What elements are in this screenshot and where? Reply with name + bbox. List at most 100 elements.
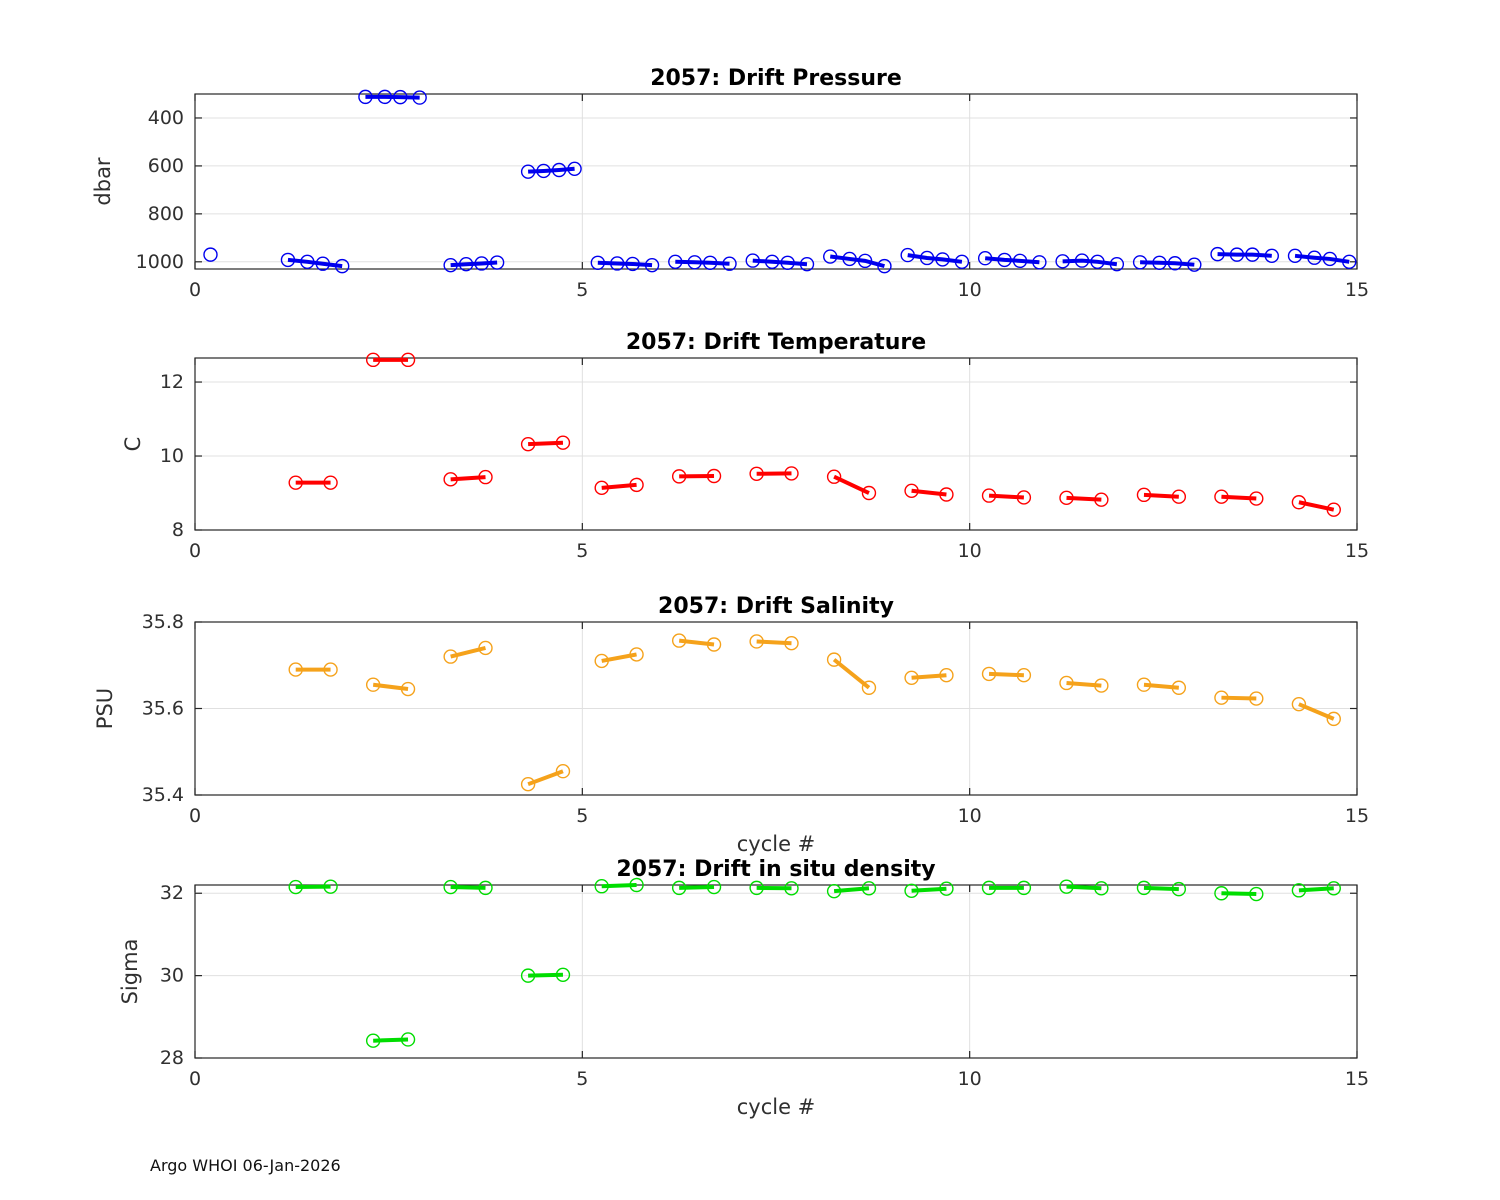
data-marker (900, 247, 915, 263)
data-marker (520, 776, 536, 792)
data-marker (567, 161, 582, 176)
data-marker (671, 469, 687, 484)
data-marker (1326, 881, 1341, 896)
data-marker (823, 249, 838, 264)
data-marker (288, 879, 303, 895)
data-marker (1307, 250, 1322, 265)
data-segment (675, 259, 730, 266)
data-marker (400, 681, 416, 697)
data-marker (981, 666, 997, 682)
data-segment (1221, 891, 1257, 897)
data-marker (706, 468, 722, 484)
data-segment (450, 260, 498, 268)
2057-drift-pressure-series (203, 89, 1357, 274)
y-tick-label: 800 (148, 203, 184, 225)
data-marker (400, 1032, 416, 1047)
data-marker (520, 436, 536, 452)
data-segment (1062, 258, 1118, 267)
axes-box (194, 884, 1358, 1059)
x-tick-label: 10 (958, 279, 982, 301)
data-marker (365, 352, 381, 368)
data-marker (629, 647, 644, 662)
data-marker (877, 258, 892, 274)
chart-title: 2057: Drift Salinity (658, 594, 894, 619)
data-marker (1032, 255, 1047, 270)
y-tick-label: 35.6 (142, 698, 184, 720)
data-marker (300, 254, 315, 270)
data-marker (1090, 254, 1105, 270)
data-marker (1171, 680, 1187, 695)
data-marker (1326, 502, 1341, 517)
data-marker (594, 879, 609, 894)
x-tick-label: 15 (1345, 805, 1369, 827)
data-marker (1136, 880, 1152, 896)
y-tick-label: 10 (160, 445, 184, 467)
data-segment (1298, 886, 1334, 893)
data-marker (977, 251, 993, 266)
data-segment (450, 475, 486, 482)
data-marker (1094, 492, 1109, 507)
data-marker (594, 480, 609, 496)
y-tick-label: 30 (160, 965, 184, 987)
2057-drift-salinity-series (288, 633, 1341, 792)
data-marker (1210, 246, 1225, 262)
chart-2057-drift-temperature: 8 10 12 0 5 10 15 2057: Drift Temperature C (121, 330, 1369, 562)
data-marker (629, 477, 644, 493)
data-marker (555, 764, 571, 779)
data-marker (1245, 247, 1260, 262)
x-tick-label: 5 (576, 279, 588, 301)
data-segment (911, 673, 947, 680)
x-axis-label: cycle # (737, 832, 816, 856)
data-marker (1094, 678, 1109, 693)
data-marker (412, 90, 427, 105)
data-marker (288, 662, 303, 677)
data-marker (1214, 886, 1229, 901)
data-marker (1287, 248, 1303, 264)
data-marker (334, 258, 350, 274)
data-marker (706, 637, 722, 652)
data-segment (450, 885, 486, 890)
data-marker (687, 255, 702, 270)
data-segment (1066, 680, 1102, 688)
x-tick-label: 0 (189, 279, 201, 301)
y-tick-label: 12 (160, 371, 184, 393)
data-marker (1291, 495, 1307, 510)
data-segment (1221, 494, 1257, 501)
data-marker (1326, 711, 1341, 727)
data-marker (702, 255, 718, 270)
data-marker (1229, 247, 1245, 262)
2057-drift-temperature-series (288, 352, 1341, 517)
y-tick-label: 35.4 (142, 784, 184, 806)
data-segment (984, 256, 1040, 265)
data-marker (904, 883, 919, 898)
data-segment (907, 253, 963, 264)
data-segment (1140, 260, 1195, 267)
chart-2057-drift-in-situ-density: 28 30 32 0 5 10 15 2057: Drift in situ density S… (118, 857, 1369, 1119)
y-tick-label: 1000 (136, 251, 184, 273)
data-marker (1291, 696, 1307, 712)
chart-title: 2057: Drift Temperature (626, 330, 926, 355)
data-marker (671, 880, 687, 896)
data-segment (911, 886, 947, 893)
data-marker (489, 255, 505, 270)
data-marker (474, 256, 489, 271)
plot-background (195, 358, 1357, 530)
data-marker (1342, 254, 1357, 270)
data-marker (400, 352, 416, 368)
data-marker (981, 880, 997, 896)
data-segment (528, 166, 575, 174)
y-tick-label: 8 (172, 519, 184, 541)
data-marker (625, 256, 640, 272)
data-marker (1249, 491, 1264, 506)
data-marker (393, 89, 408, 105)
data-segment (1217, 252, 1272, 258)
data-marker (722, 256, 737, 271)
data-segment (752, 258, 808, 267)
data-marker (1264, 248, 1279, 264)
data-marker (1171, 489, 1187, 504)
plot-background (195, 885, 1357, 1058)
data-marker (826, 883, 842, 899)
data-marker (749, 634, 764, 649)
